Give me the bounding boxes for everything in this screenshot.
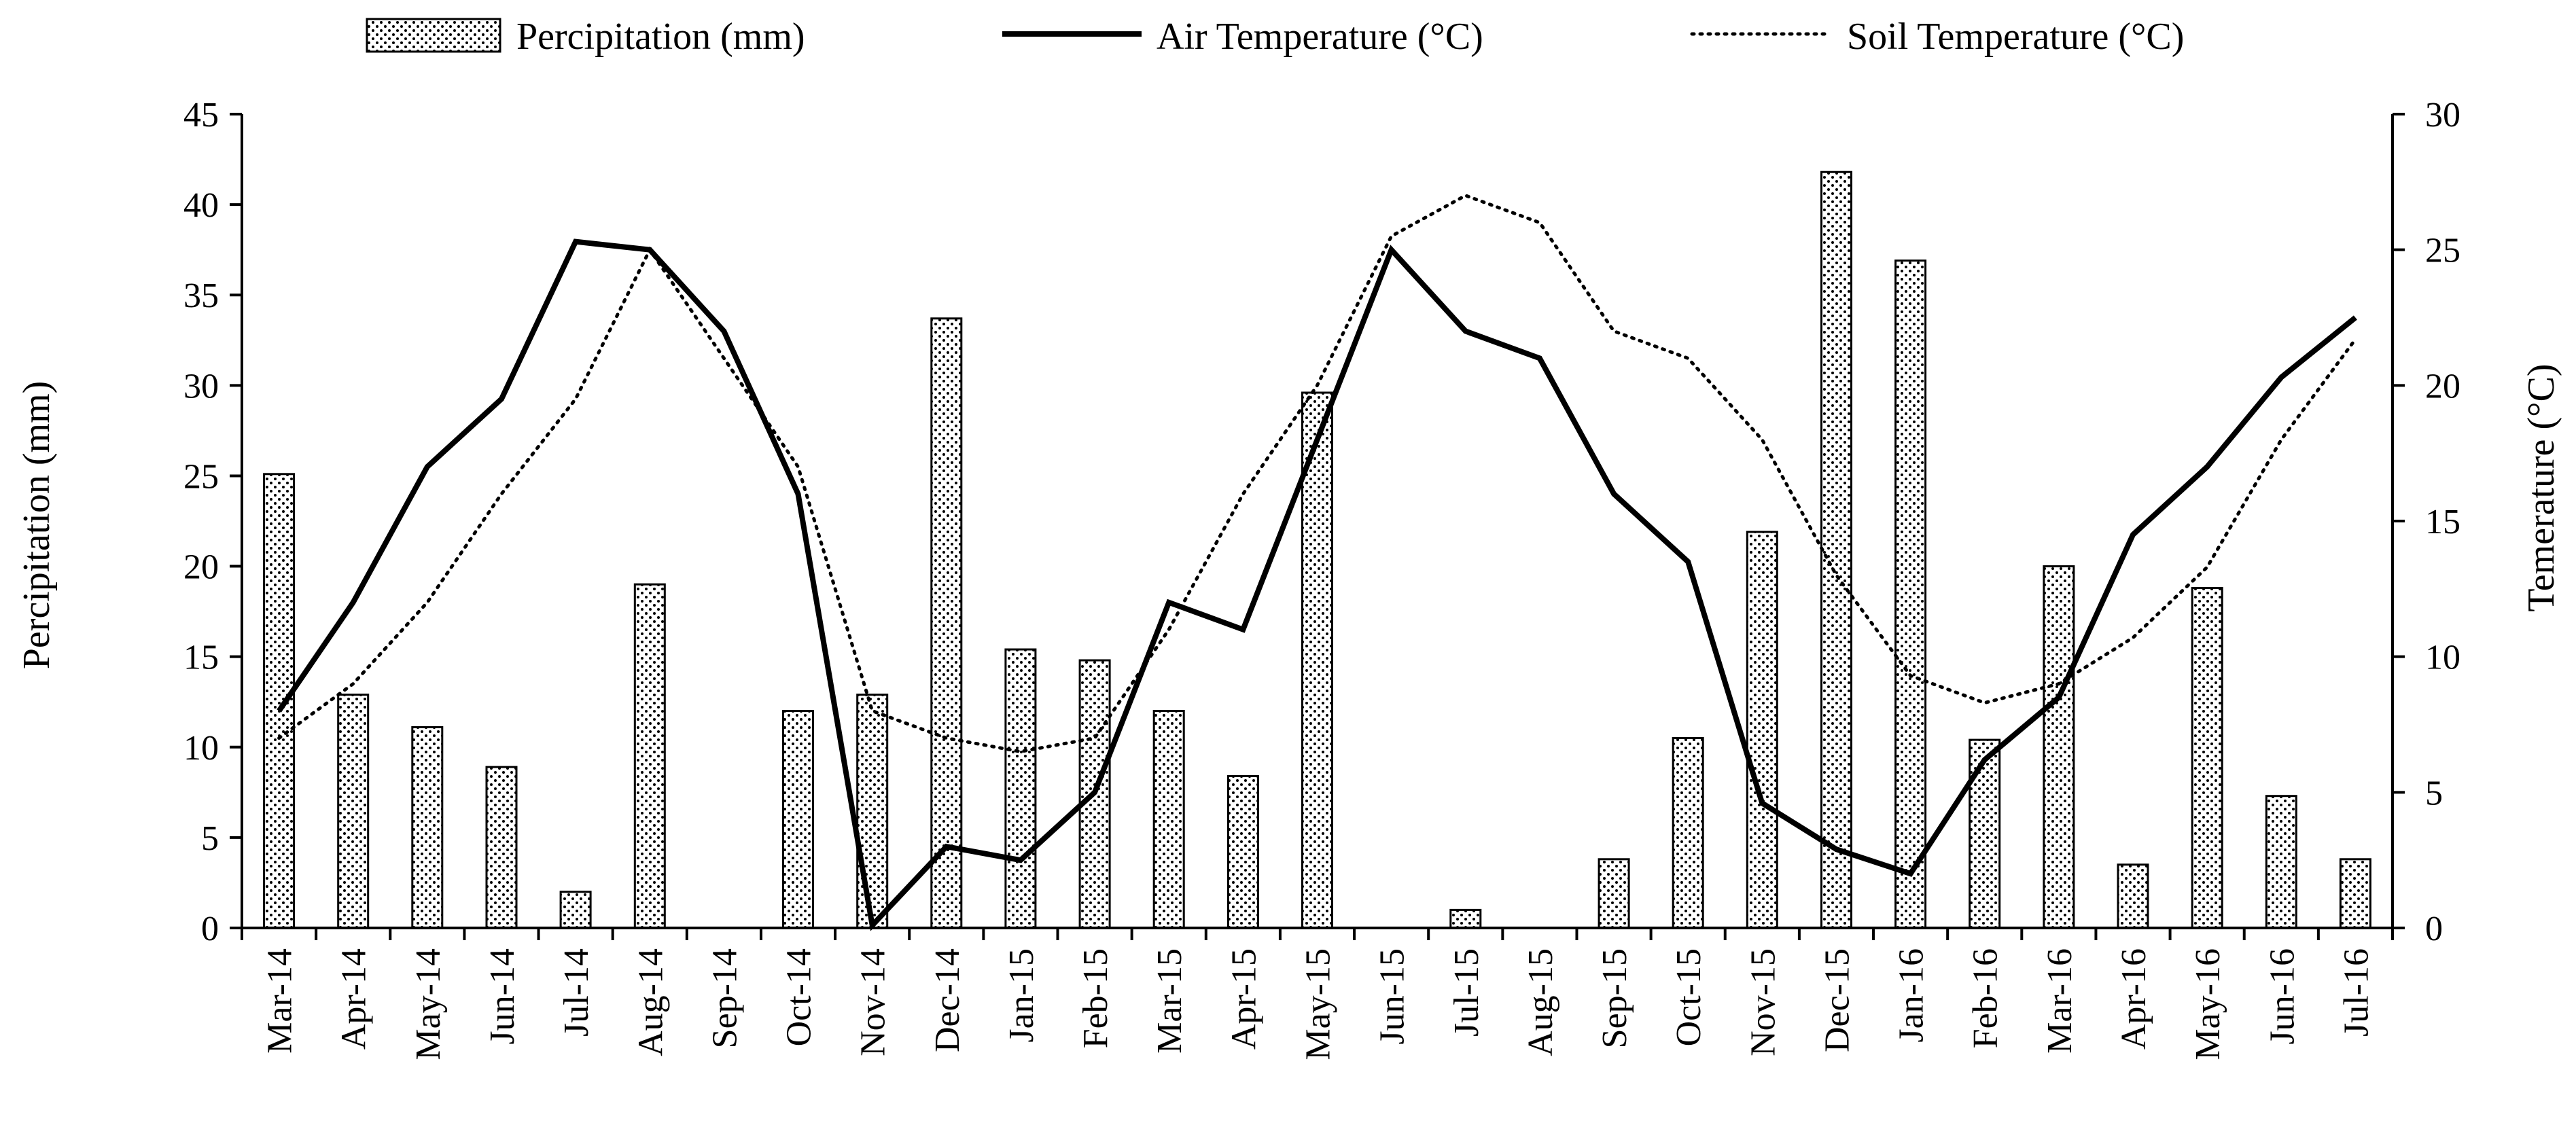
soil-temperature-line — [277, 194, 2357, 753]
x-tick-label-feb-15: Feb-15 — [1076, 948, 1115, 1048]
precip-bar-apr-14 — [337, 694, 370, 929]
y-left-tick-label: 10 — [183, 729, 219, 768]
precip-bar-jan-15 — [1004, 648, 1037, 929]
x-tick-label-may-16: May-16 — [2189, 948, 2227, 1060]
tick-labels: 0 5 10 15 20 25 30 35 40 45 0 5 10 15 20 25 30 Mar-14 Apr-… — [183, 96, 2460, 1060]
axes — [230, 113, 2405, 940]
x-tick-label-aug-14: Aug-14 — [631, 948, 670, 1056]
x-tick-label-jul-15: Jul-15 — [1447, 948, 1486, 1037]
y-right-tick-label: 20 — [2425, 367, 2460, 406]
precipitation-bars — [263, 171, 2371, 929]
precip-bar-jul-16 — [2339, 858, 2371, 929]
y-right-tick-label: 10 — [2425, 639, 2460, 677]
x-tick-label-sep-14: Sep-14 — [705, 948, 744, 1048]
precip-bar-apr-16 — [2117, 863, 2149, 929]
temperature-lines — [277, 194, 2357, 931]
x-tick-label-jun-16: Jun-16 — [2263, 948, 2301, 1045]
x-tick-label-may-14: May-14 — [409, 948, 448, 1060]
precip-bar-jun-16 — [2265, 795, 2297, 929]
x-tick-label-sep-15: Sep-15 — [1595, 948, 1634, 1048]
legend-swatch-precipitation — [366, 18, 501, 53]
legend-label-air-temperature: Air Temperature (°C) — [1157, 16, 1483, 58]
x-tick-label-dec-14: Dec-14 — [928, 948, 967, 1052]
precip-bar-mar-15 — [1152, 710, 1185, 929]
x-tick-label-may-15: May-15 — [1299, 948, 1338, 1060]
x-tick-label-nov-15: Nov-15 — [1744, 948, 1782, 1056]
x-tick-label-apr-15: Apr-15 — [1224, 948, 1263, 1050]
y-axis-title-right: Temerature (°C) — [2520, 363, 2562, 611]
y-left-tick-label: 35 — [183, 276, 219, 315]
y-right-tick-label: 25 — [2425, 232, 2460, 270]
x-tick-label-jul-16: Jul-16 — [2337, 948, 2376, 1037]
x-tick-label-oct-14: Oct-14 — [780, 948, 819, 1046]
y-right-tick-label: 30 — [2425, 96, 2460, 135]
x-tick-label-apr-14: Apr-14 — [335, 948, 374, 1050]
precip-bar-mar-16 — [2043, 565, 2075, 929]
precip-bar-may-16 — [2191, 587, 2223, 929]
precip-bar-dec-15 — [1820, 171, 1852, 929]
precip-bar-jul-14 — [559, 891, 592, 929]
x-tick-label-mar-16: Mar-16 — [2041, 948, 2079, 1054]
precip-bar-apr-15 — [1227, 774, 1259, 929]
x-tick-label-jan-15: Jan-15 — [1002, 948, 1041, 1043]
x-tick-label-mar-15: Mar-15 — [1150, 948, 1189, 1054]
x-tick-label-jun-15: Jun-15 — [1373, 948, 1412, 1045]
x-tick-label-oct-15: Oct-15 — [1670, 948, 1708, 1046]
precip-bar-sep-15 — [1598, 858, 1630, 929]
precip-bar-aug-14 — [633, 583, 666, 929]
precip-bar-nov-14 — [856, 694, 889, 929]
precip-bar-may-14 — [411, 726, 444, 929]
precip-bar-jun-14 — [485, 766, 518, 929]
y-left-tick-label: 40 — [183, 186, 219, 225]
x-tick-label-jan-16: Jan-16 — [1892, 948, 1931, 1043]
x-tick-label-nov-14: Nov-14 — [854, 948, 893, 1056]
precip-bar-nov-15 — [1746, 531, 1778, 929]
legend-label-soil-temperature: Soil Temperature (°C) — [1847, 16, 2184, 58]
y-left-tick-label: 5 — [201, 819, 219, 858]
precip-bar-mar-14 — [263, 473, 296, 929]
legend: Percipitation (mm) Air Temperature (°C) … — [366, 16, 2184, 58]
x-tick-label-aug-15: Aug-15 — [1521, 948, 1560, 1056]
y-right-tick-label: 5 — [2425, 774, 2443, 812]
y-axis-title-left: Percipitation (mm) — [16, 381, 58, 670]
y-left-tick-label: 0 — [201, 910, 219, 948]
y-right-tick-label: 15 — [2425, 503, 2460, 541]
x-tick-label-jul-14: Jul-14 — [557, 948, 596, 1037]
legend-label-precipitation: Percipitation (mm) — [516, 16, 805, 58]
y-right-tick-label: 0 — [2425, 910, 2443, 948]
precip-bar-oct-14 — [782, 710, 814, 929]
y-left-tick-label: 20 — [183, 548, 219, 587]
precip-bar-feb-16 — [1969, 738, 2001, 929]
y-left-tick-label: 30 — [183, 367, 219, 406]
y-left-tick-label: 25 — [183, 457, 219, 496]
y-left-tick-label: 15 — [183, 639, 219, 677]
precip-bar-jul-15 — [1449, 908, 1482, 929]
x-tick-label-feb-16: Feb-16 — [1966, 948, 2005, 1048]
x-tick-label-apr-16: Apr-16 — [2115, 948, 2153, 1050]
precip-bar-dec-14 — [930, 317, 963, 929]
precip-bar-oct-15 — [1672, 737, 1704, 929]
x-tick-label-jun-14: Jun-14 — [483, 948, 522, 1045]
x-tick-label-mar-14: Mar-14 — [261, 948, 300, 1054]
x-tick-label-dec-15: Dec-15 — [1818, 948, 1857, 1052]
y-left-tick-label: 45 — [183, 96, 219, 135]
precip-bar-jan-16 — [1894, 260, 1927, 929]
air-temperature-line — [277, 238, 2357, 931]
